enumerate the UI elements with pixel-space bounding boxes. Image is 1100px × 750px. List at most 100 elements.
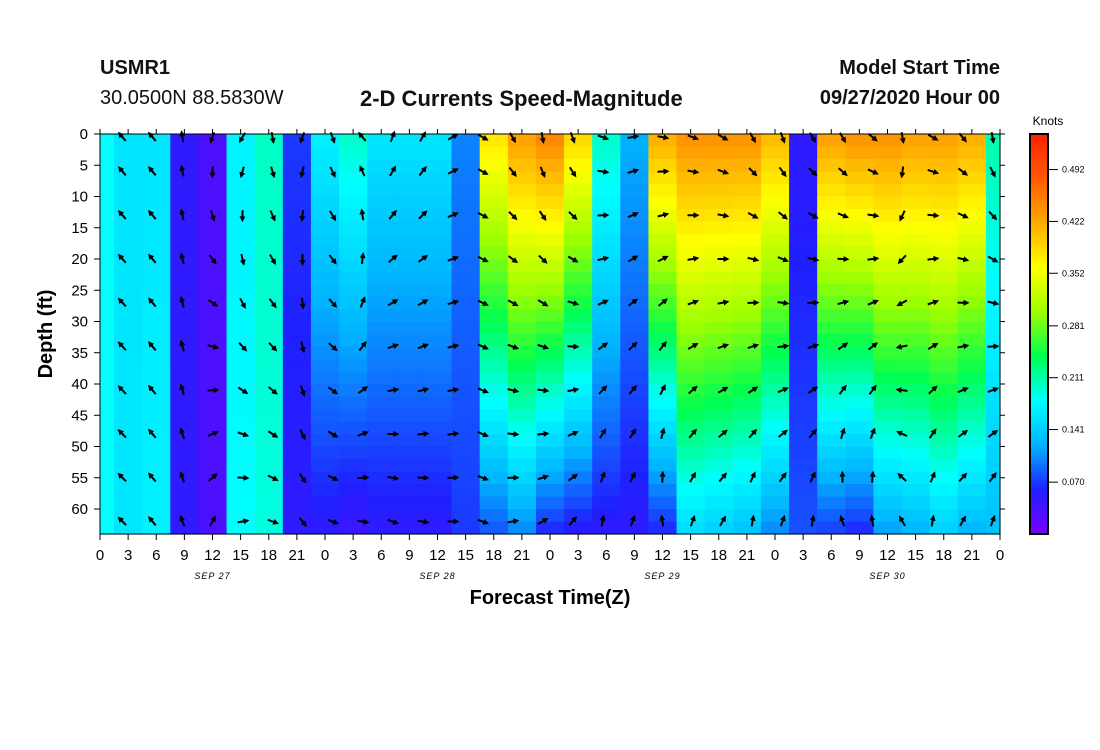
heat-cell xyxy=(423,309,453,323)
heat-cell xyxy=(367,471,396,485)
x-tick-label: 0 xyxy=(321,547,329,564)
heat-cell xyxy=(339,421,368,435)
heat-cell xyxy=(620,384,650,398)
heat-cell xyxy=(395,359,425,373)
heat-cell xyxy=(648,359,678,373)
heat-cell xyxy=(901,484,931,498)
heat-cell xyxy=(592,196,621,210)
heat-cell xyxy=(282,221,312,235)
current-arrow xyxy=(867,168,879,175)
heat-cell xyxy=(339,359,368,373)
heat-cell xyxy=(845,321,875,335)
heat-cell xyxy=(451,146,481,160)
heat-cell xyxy=(100,284,115,298)
heat-cell xyxy=(929,496,959,510)
heat-cell xyxy=(226,271,256,285)
current-arrow xyxy=(208,473,218,482)
current-arrow xyxy=(387,343,400,350)
heat-cell xyxy=(732,321,762,335)
heat-cell xyxy=(310,146,340,160)
current-arrow xyxy=(417,387,430,393)
heat-cell xyxy=(845,159,875,173)
current-arrow xyxy=(957,212,969,219)
heat-cell xyxy=(732,271,762,285)
heat-cell xyxy=(564,346,593,360)
heat-cell xyxy=(423,471,453,485)
heat-cell xyxy=(395,196,425,210)
current-arrow xyxy=(148,253,157,264)
heat-cell xyxy=(395,296,425,310)
heat-cell xyxy=(282,309,312,323)
heat-cell xyxy=(254,159,284,173)
heat-cell xyxy=(985,196,1001,210)
current-arrow xyxy=(599,514,606,527)
heat-cell xyxy=(100,271,115,285)
current-arrow xyxy=(269,166,276,179)
current-arrow xyxy=(807,386,819,394)
heat-cell xyxy=(479,184,509,198)
heat-cell xyxy=(817,246,846,260)
current-arrow xyxy=(507,518,520,525)
heat-cell xyxy=(114,321,143,335)
heat-cell xyxy=(423,146,453,160)
y-tick-label: 40 xyxy=(71,376,88,393)
heat-cell xyxy=(535,509,565,523)
current-arrow xyxy=(148,472,157,483)
current-arrow xyxy=(807,211,819,219)
heat-cell xyxy=(507,234,537,248)
heat-cell xyxy=(732,496,762,510)
heat-cell xyxy=(845,471,875,485)
heat-cell xyxy=(339,471,368,485)
x-tick-label: 15 xyxy=(682,547,699,564)
heat-cell xyxy=(395,396,425,410)
heat-cell xyxy=(648,171,678,185)
heat-cell xyxy=(592,159,621,173)
current-arrow xyxy=(538,254,548,264)
current-arrow xyxy=(328,298,338,308)
x-tick-label: 9 xyxy=(405,547,413,564)
heat-cell xyxy=(817,409,846,423)
current-arrow xyxy=(148,131,157,142)
x-date-label: SEP 30 xyxy=(869,571,905,581)
current-arrow xyxy=(418,210,428,220)
x-tick-label: 18 xyxy=(710,547,727,564)
current-arrow xyxy=(359,165,366,177)
heat-cell xyxy=(423,496,453,510)
current-arrow xyxy=(447,168,459,175)
heat-cell xyxy=(100,209,115,223)
heat-cell xyxy=(957,184,987,198)
heat-cell xyxy=(704,334,734,348)
heat-cell xyxy=(100,459,115,473)
heat-cell xyxy=(873,521,903,535)
heat-cell xyxy=(507,409,537,423)
speed-heatmap xyxy=(100,134,1001,535)
heat-cell xyxy=(198,234,228,248)
heat-cell xyxy=(339,146,368,160)
heat-cell xyxy=(282,146,312,160)
current-arrow xyxy=(117,341,127,351)
heat-cell xyxy=(704,346,734,360)
heat-cell xyxy=(282,321,312,335)
heat-cell xyxy=(592,309,621,323)
heat-cell xyxy=(423,259,453,273)
heat-cell xyxy=(395,259,425,273)
current-arrow xyxy=(688,385,698,395)
heat-cell xyxy=(620,184,650,198)
heat-cell xyxy=(704,446,734,460)
heat-cell xyxy=(339,396,368,410)
current-arrow xyxy=(117,516,127,526)
current-arrow xyxy=(417,518,430,525)
heat-cell xyxy=(789,271,818,285)
heat-cell xyxy=(367,234,396,248)
heat-cell xyxy=(789,284,818,298)
heat-cell xyxy=(535,346,565,360)
current-arrow xyxy=(207,430,219,437)
heat-cell xyxy=(367,359,396,373)
heat-cell xyxy=(564,459,593,473)
heat-cell xyxy=(985,409,1001,423)
heat-cell xyxy=(282,471,312,485)
heat-cell xyxy=(817,371,846,385)
heat-cell xyxy=(254,346,284,360)
heat-cell xyxy=(198,421,228,435)
heat-cell xyxy=(282,409,312,423)
